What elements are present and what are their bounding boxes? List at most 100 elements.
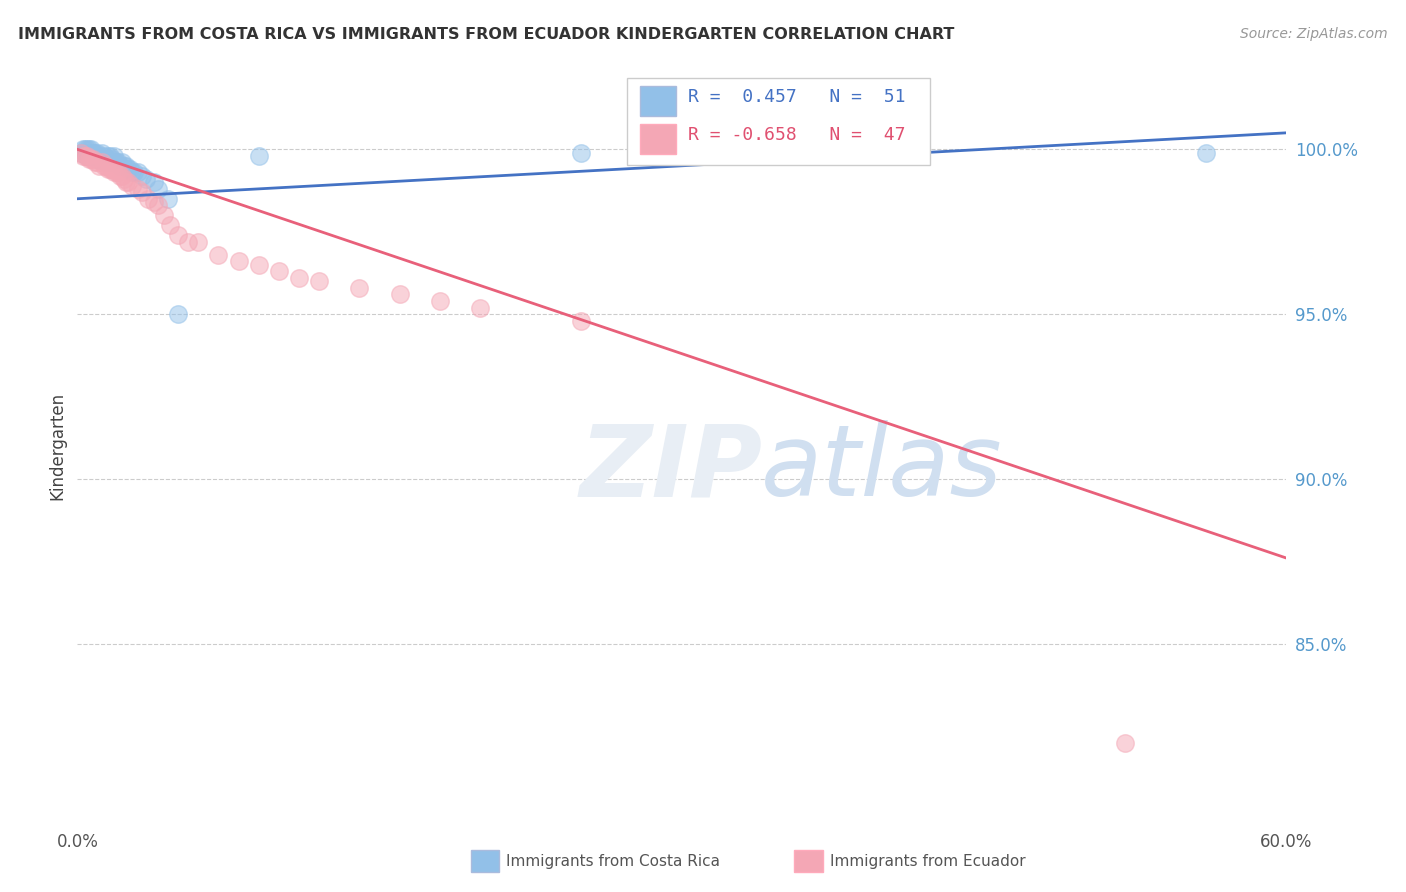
Point [80, 145, 103, 160]
Point [429, 293, 451, 308]
Text: Immigrants from Ecuador: Immigrants from Ecuador [830, 855, 1025, 869]
Point [93, 152, 115, 166]
Text: IMMIGRANTS FROM COSTA RICA VS IMMIGRANTS FROM ECUADOR KINDERGARTEN CORRELATION C: IMMIGRANTS FROM COSTA RICA VS IMMIGRANTS… [18, 27, 955, 42]
Point [84, 149, 107, 163]
Point [89, 149, 111, 163]
Point [103, 165, 125, 179]
Point [82, 149, 104, 163]
Point [70, 145, 93, 160]
Point [146, 182, 169, 196]
Point [349, 281, 371, 295]
Point [569, 314, 592, 328]
Point [96, 149, 118, 163]
Point [80, 152, 103, 166]
Point [76, 149, 98, 163]
Point [98, 162, 121, 177]
Point [103, 155, 125, 169]
Point [112, 172, 135, 186]
Point [93, 149, 115, 163]
Point [89, 152, 111, 166]
Point [470, 301, 492, 315]
Point [117, 162, 139, 177]
Point [79, 142, 101, 156]
Point [118, 162, 141, 177]
Point [108, 159, 131, 173]
Point [114, 175, 136, 189]
Point [127, 165, 149, 179]
Point [569, 145, 592, 160]
Point [96, 152, 118, 166]
Point [107, 165, 129, 179]
Point [671, 145, 693, 160]
Point [111, 155, 134, 169]
Point [228, 254, 250, 268]
Point [107, 155, 129, 169]
Point [136, 192, 159, 206]
Point [76, 149, 98, 163]
Point [82, 152, 104, 166]
Text: Immigrants from Costa Rica: Immigrants from Costa Rica [506, 855, 720, 869]
Point [75, 145, 97, 160]
Point [86, 145, 108, 160]
Point [1195, 145, 1218, 160]
Point [207, 248, 229, 262]
Point [84, 145, 107, 160]
Point [108, 169, 131, 183]
FancyBboxPatch shape [640, 124, 676, 154]
Point [98, 149, 121, 163]
Point [104, 155, 127, 169]
Point [72, 149, 94, 163]
Point [388, 287, 411, 301]
Point [100, 162, 122, 177]
Point [142, 175, 165, 189]
Point [167, 307, 190, 321]
Text: atlas: atlas [761, 420, 1002, 517]
Point [131, 169, 153, 183]
Point [90, 152, 112, 166]
Point [89, 159, 111, 173]
Point [96, 162, 118, 177]
Point [177, 235, 200, 249]
Point [79, 152, 101, 166]
Point [114, 159, 136, 173]
Point [86, 155, 108, 169]
Point [121, 178, 143, 193]
Point [157, 192, 180, 206]
Point [80, 142, 103, 156]
Text: R =  0.457   N =  51: R = 0.457 N = 51 [688, 88, 905, 106]
Point [84, 155, 107, 169]
Text: R = -0.658   N =  47: R = -0.658 N = 47 [688, 126, 905, 145]
Point [131, 185, 153, 199]
Point [93, 159, 115, 173]
Point [82, 145, 104, 160]
Point [146, 198, 169, 212]
Point [111, 169, 134, 183]
Point [79, 145, 101, 160]
Point [112, 159, 135, 173]
Point [90, 145, 112, 160]
FancyBboxPatch shape [640, 86, 676, 116]
Point [117, 175, 139, 189]
Point [94, 159, 117, 173]
Point [288, 271, 311, 285]
Point [153, 208, 176, 222]
Point [70, 145, 93, 160]
Text: Source: ZipAtlas.com: Source: ZipAtlas.com [1240, 27, 1388, 41]
FancyBboxPatch shape [627, 78, 929, 166]
Point [247, 258, 270, 272]
Point [75, 149, 97, 163]
Y-axis label: Kindergarten: Kindergarten [48, 392, 66, 500]
Point [308, 274, 330, 288]
Point [94, 155, 117, 169]
Text: ZIP: ZIP [579, 420, 762, 517]
Point [98, 155, 121, 169]
Point [1114, 736, 1136, 750]
Point [75, 142, 97, 156]
Point [122, 165, 145, 179]
Point [247, 149, 270, 163]
Point [76, 142, 98, 156]
Point [104, 165, 127, 179]
Point [159, 218, 181, 232]
Point [127, 182, 149, 196]
Point [267, 264, 290, 278]
